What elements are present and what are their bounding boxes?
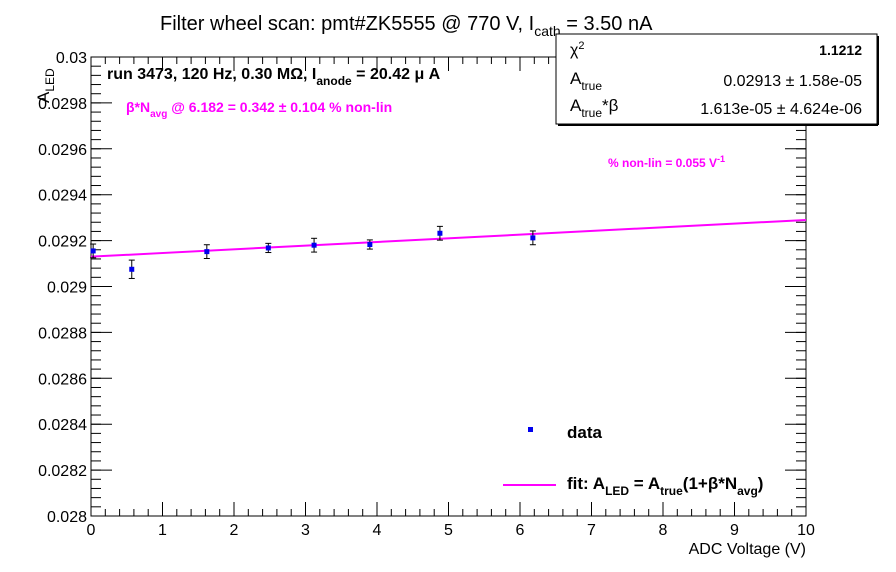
data-point — [366, 239, 373, 250]
data-marker — [311, 242, 317, 248]
y-tick-label: 0.0284 — [38, 417, 87, 434]
x-tick-label: 1 — [158, 522, 167, 539]
x-tick-label: 0 — [87, 522, 96, 539]
data-marker — [367, 242, 373, 248]
x-tick-label: 10 — [797, 522, 815, 539]
fit-line — [90, 218, 807, 258]
y-tick-label: 0.0298 — [38, 96, 87, 113]
data-point — [311, 237, 318, 253]
stats-atrue-beta-value: 1.613e-05 ± 4.624e-06 — [700, 101, 862, 118]
data-point — [265, 242, 272, 254]
data-marker — [129, 266, 135, 272]
data-marker — [90, 248, 96, 254]
run-info-annotation: run 3473, 120 Hz, 0.30 MΩ, Ianode = 20.4… — [107, 66, 441, 88]
x-tick-label: 5 — [444, 522, 453, 539]
legend-fit-label: fit: ALED = Atrue(1+β*Navg) — [567, 474, 763, 498]
x-tick-label: 7 — [587, 522, 596, 539]
data-points — [90, 225, 536, 279]
chart-title: Filter wheel scan: pmt#ZK5555 @ 770 V, I… — [160, 13, 653, 39]
beta-annotation: β*Navg @ 6.182 = 0.342 ± 0.104 % non-lin — [126, 99, 392, 120]
stats-chi2-label: χ2 — [570, 40, 585, 59]
axis-ticks — [90, 56, 807, 517]
x-axis-label: ADC Voltage (V) — [689, 541, 806, 558]
data-point — [529, 230, 536, 246]
data-marker — [437, 230, 443, 236]
stats-atrue-beta-label: Atrue*β — [570, 96, 619, 120]
y-tick-labels: 0.028 0.0282 0.0284 0.0286 0.0288 0.029 0.0292… — [38, 50, 87, 526]
y-tick-label: 0.0296 — [38, 142, 87, 159]
legend: data fit: ALED = Atrue(1+β*Navg) — [503, 423, 763, 498]
x-tick-label: 6 — [516, 522, 525, 539]
y-tick-label: 0.0294 — [38, 188, 87, 205]
nonlin-annotation: % non-lin = 0.055 V-1 — [608, 154, 725, 170]
y-tick-label: 0.028 — [47, 509, 87, 526]
y-tick-label: 0.029 — [47, 280, 87, 297]
data-marker — [265, 245, 271, 251]
x-tick-labels: 0 1 2 3 4 5 6 7 8 9 10 — [87, 522, 815, 539]
y-tick-label: 0.0288 — [38, 325, 87, 342]
legend-data-marker — [528, 427, 533, 432]
stats-box: χ2 1.1212 Atrue 0.02913 ± 1.58e-05 Atrue… — [555, 33, 879, 126]
y-axis-label: ALED — [34, 68, 57, 103]
data-point — [436, 225, 443, 241]
data-marker — [530, 235, 536, 241]
x-tick-label: 3 — [301, 522, 310, 539]
x-tick-label: 9 — [730, 522, 739, 539]
stats-atrue-value: 0.02913 ± 1.58e-05 — [723, 73, 862, 90]
legend-data-label: data — [567, 423, 603, 442]
y-tick-label: 0.03 — [56, 50, 87, 67]
y-tick-label: 0.0292 — [38, 234, 87, 251]
data-marker — [204, 249, 210, 255]
data-point — [203, 244, 210, 260]
stats-chi2-value: 1.1212 — [819, 42, 862, 58]
x-tick-label: 2 — [230, 522, 239, 539]
stats-atrue-label: Atrue — [570, 69, 602, 93]
y-tick-label: 0.0286 — [38, 371, 87, 388]
y-tick-label: 0.0282 — [38, 463, 87, 480]
stats-box-frame — [555, 33, 878, 125]
data-point — [128, 259, 135, 279]
data-point — [90, 243, 97, 259]
x-tick-label: 4 — [373, 522, 382, 539]
x-tick-label: 8 — [659, 522, 668, 539]
